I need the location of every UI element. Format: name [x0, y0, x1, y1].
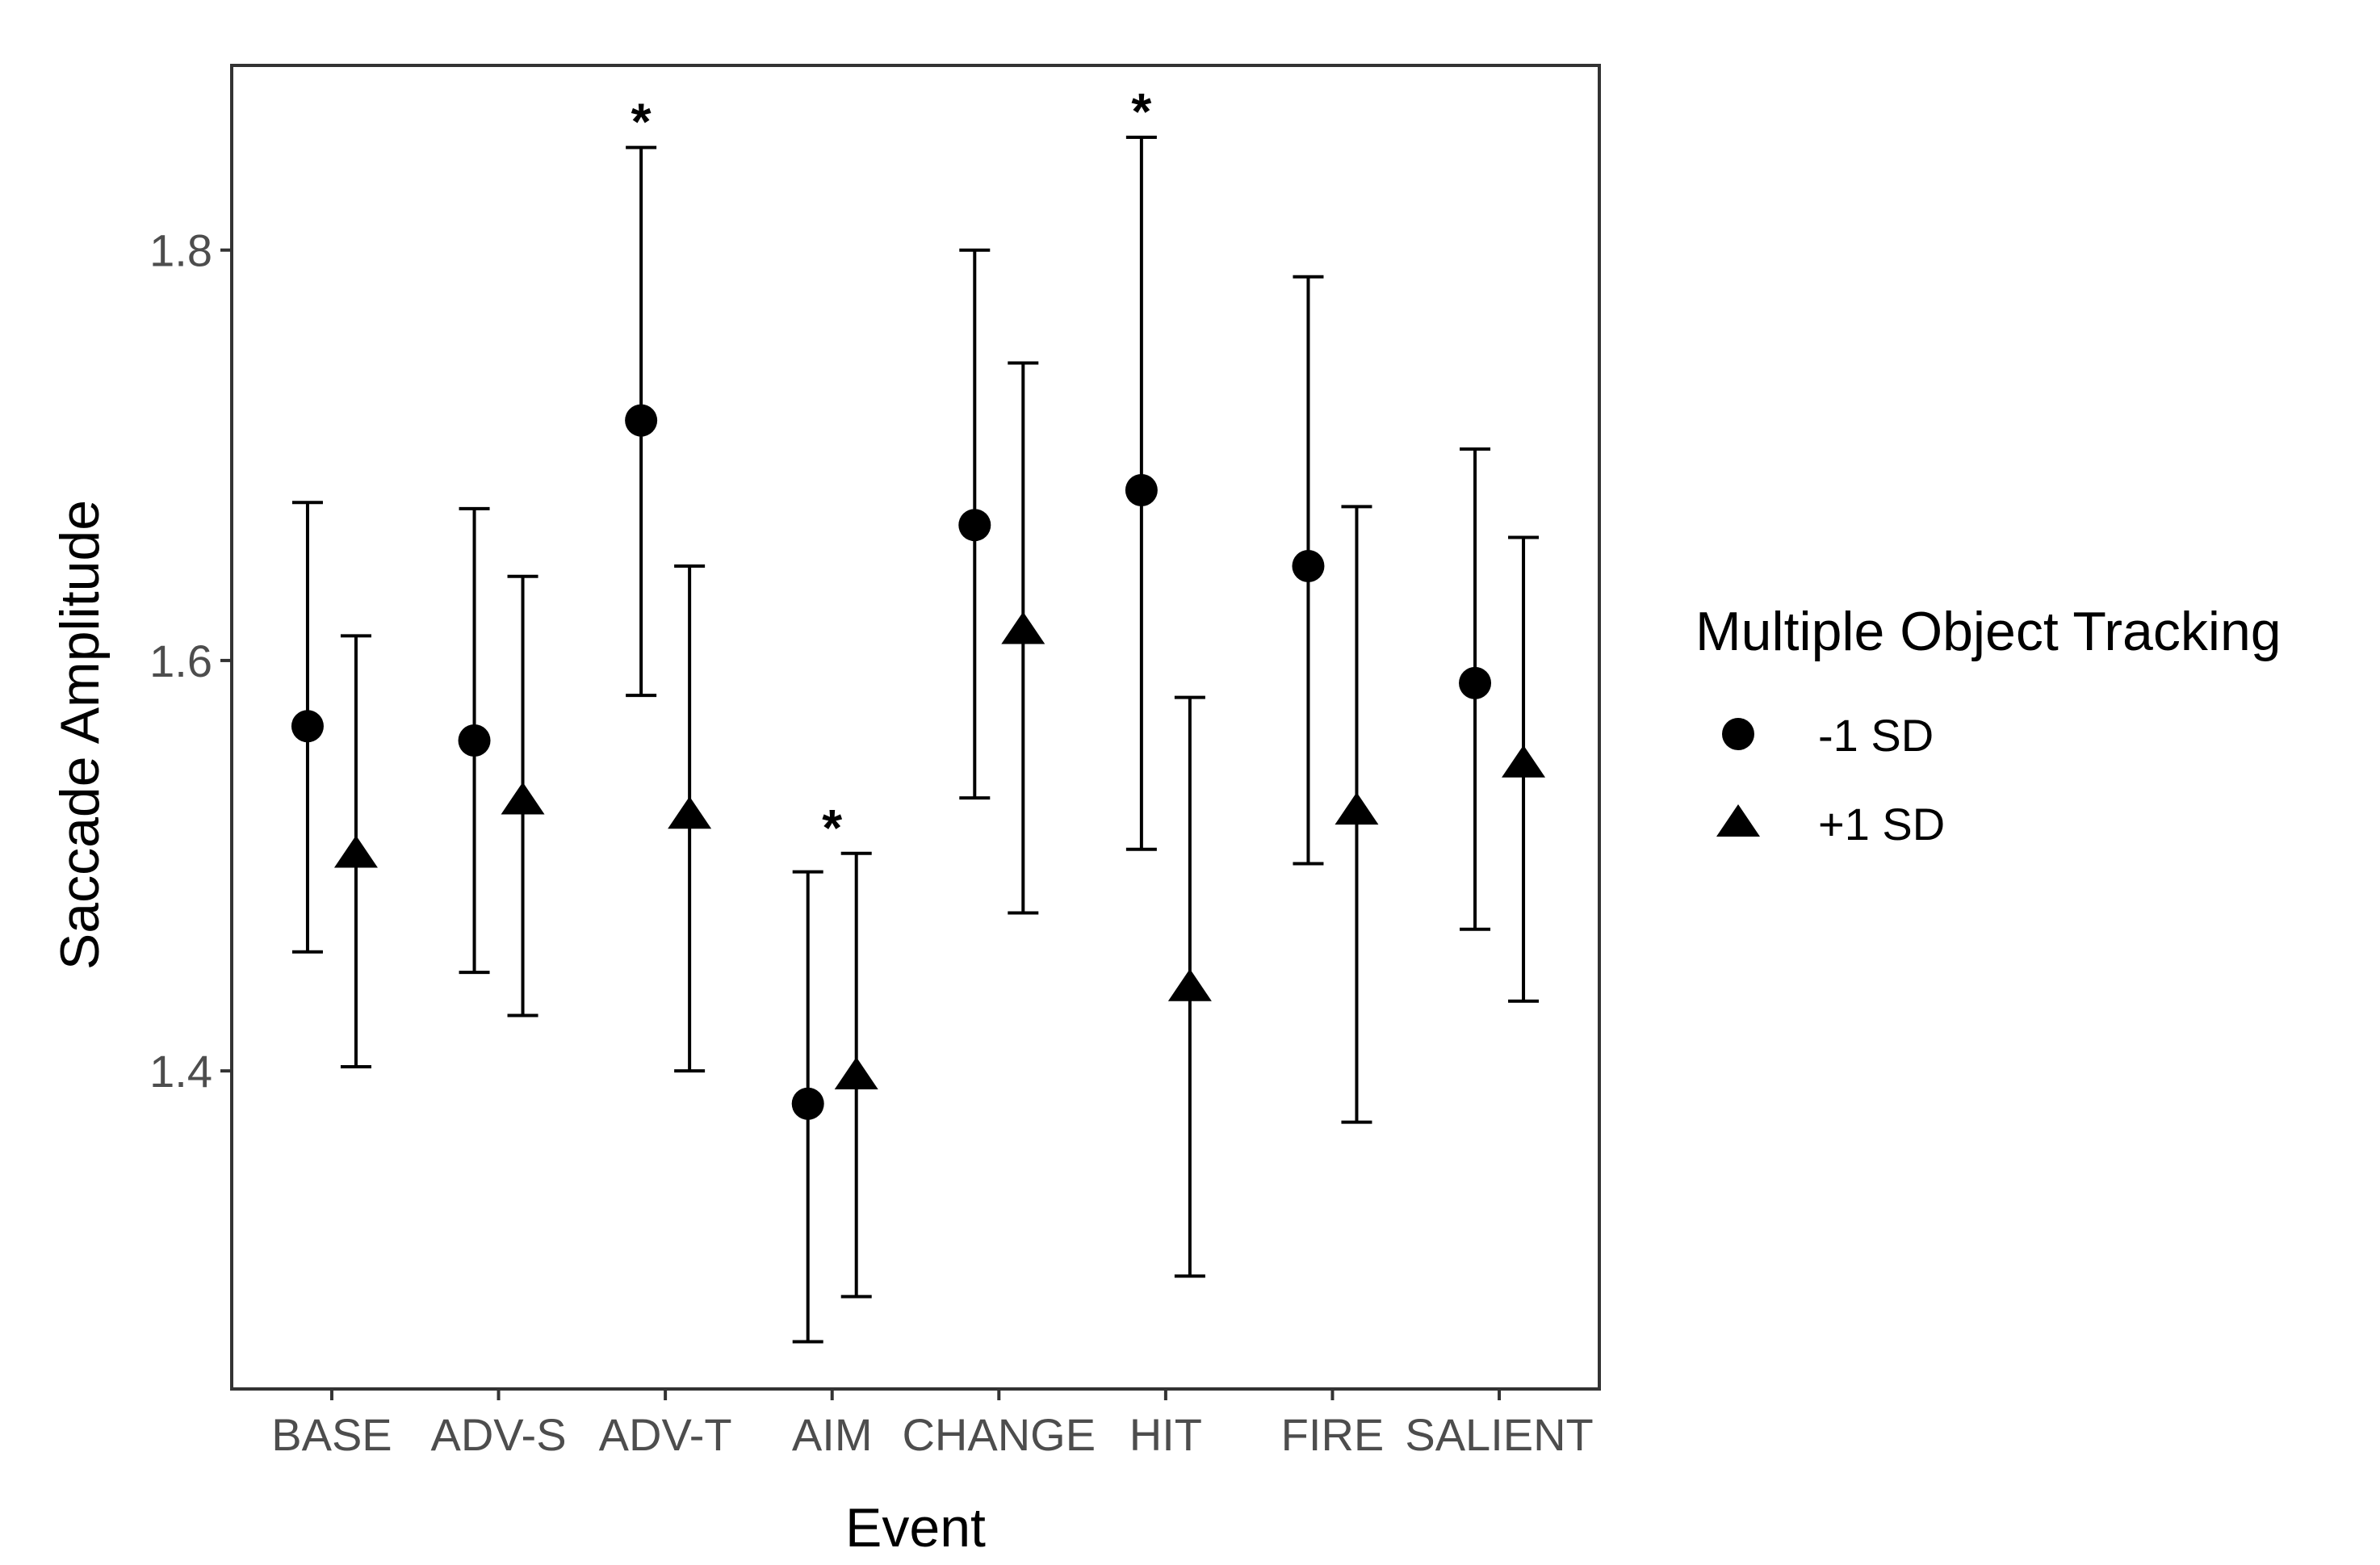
y-tick-label: 1.4 [149, 1046, 212, 1097]
point-triangle-aim [834, 1056, 878, 1089]
y-tick-label: 1.8 [149, 225, 212, 276]
y-axis: 1.4 1.6 1.8 [149, 225, 232, 1097]
series-minus-1sd [291, 135, 1492, 1344]
x-axis: BASE ADV-S ADV-T AIM CHANGE HIT FIRE SALIENT [271, 1389, 1594, 1460]
point-circle-fire [1292, 550, 1325, 583]
x-tick-label-adv-s: ADV-S [431, 1409, 567, 1460]
point-triangle-adv-s [501, 782, 545, 815]
significance-asterisk-adv-t: * [631, 93, 652, 151]
point-circle-hit [1125, 474, 1158, 507]
significance-asterisk-aim: * [822, 799, 842, 857]
legend-key-circle [1722, 718, 1754, 750]
point-triangle-adv-t [668, 796, 712, 829]
point-triangle-base [333, 835, 378, 868]
plot-panel [230, 64, 1601, 1391]
point-triangle-salient [1502, 745, 1546, 778]
point-circle-salient [1459, 666, 1492, 699]
point-circle-adv-t [625, 404, 658, 437]
significance-asterisk-hit: * [1131, 82, 1151, 141]
x-tick-label-salient: SALIENT [1405, 1409, 1593, 1460]
legend-title: Multiple Object Tracking [1695, 601, 2282, 662]
legend: Multiple Object Tracking -1 SD +1 SD [1695, 601, 2282, 850]
point-circle-adv-s [458, 724, 491, 757]
series-plus-1sd [333, 361, 1546, 1299]
significance-annotations: * * * [631, 82, 1152, 857]
legend-label-minus-1sd: -1 SD [1818, 710, 1934, 761]
point-triangle-change [1001, 611, 1045, 644]
legend-label-plus-1sd: +1 SD [1818, 799, 1945, 850]
x-tick-label-base: BASE [271, 1409, 392, 1460]
x-axis-title: Event [845, 1497, 986, 1559]
legend-key-triangle [1716, 804, 1760, 837]
point-triangle-fire [1335, 792, 1379, 825]
x-tick-label-change: CHANGE [902, 1409, 1096, 1460]
x-tick-label-hit: HIT [1129, 1409, 1202, 1460]
x-tick-label-aim: AIM [792, 1409, 873, 1460]
x-tick-label-fire: FIRE [1281, 1409, 1385, 1460]
point-circle-aim [791, 1087, 824, 1120]
y-axis-title: Saccade Amplitude [49, 500, 111, 970]
point-circle-change [958, 509, 991, 542]
point-triangle-hit [1167, 968, 1212, 1001]
y-tick-label: 1.6 [149, 636, 212, 686]
x-tick-label-adv-t: ADV-T [599, 1409, 732, 1460]
plot-marks [291, 135, 1546, 1344]
point-circle-base [291, 710, 324, 743]
